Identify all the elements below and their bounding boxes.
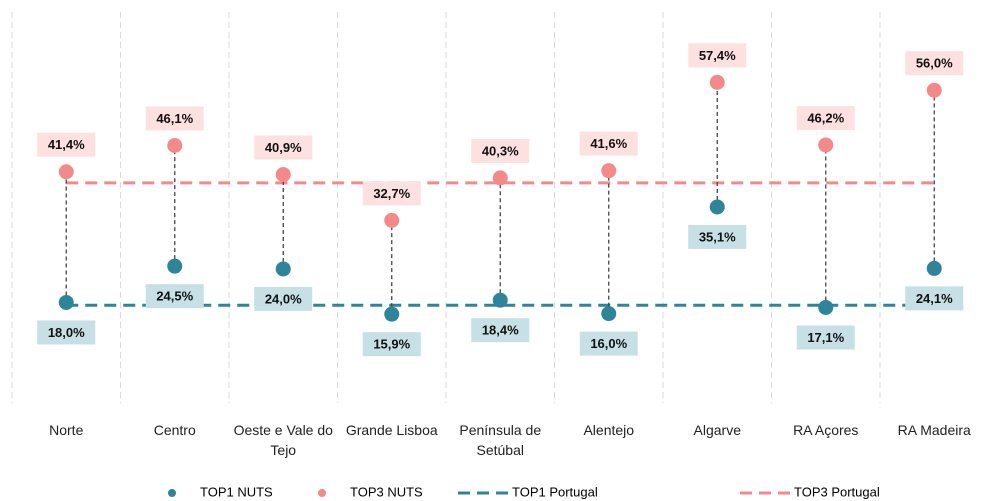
data-label: 57,4% xyxy=(699,48,736,63)
data-label-background xyxy=(37,132,96,157)
data-label-background xyxy=(579,331,638,356)
dot xyxy=(275,261,291,277)
dot xyxy=(709,74,725,90)
dot xyxy=(492,292,508,308)
x-tick-label: Centro xyxy=(153,422,196,438)
data-label-background xyxy=(579,131,638,156)
legend-label: TOP1 Portugal xyxy=(512,484,598,499)
dot xyxy=(601,163,617,179)
dot xyxy=(275,167,291,183)
data-label-background xyxy=(688,43,747,68)
dot xyxy=(709,199,725,215)
data-label-background xyxy=(37,320,96,345)
data-label-background xyxy=(905,286,964,311)
dot xyxy=(818,137,834,153)
data-label: 17,1% xyxy=(807,330,844,345)
data-label-background xyxy=(796,105,855,130)
data-label: 35,1% xyxy=(699,229,736,244)
legend-label: TOP1 NUTS xyxy=(200,484,273,499)
x-tick-label: Grande Lisboa xyxy=(345,422,438,438)
data-label-background xyxy=(362,181,421,206)
data-label: 24,5% xyxy=(156,289,193,304)
legend-label: TOP3 Portugal xyxy=(794,484,880,499)
x-tick-label: Algarve xyxy=(693,422,741,438)
data-label: 46,1% xyxy=(156,111,193,126)
data-label: 40,3% xyxy=(482,143,519,158)
data-label-background xyxy=(254,135,313,160)
data-label-background xyxy=(688,224,747,249)
x-tick-label: Oeste e Vale do Tejo xyxy=(233,422,333,458)
data-label: 18,0% xyxy=(48,325,85,340)
data-label: 24,0% xyxy=(265,291,302,306)
data-label-background xyxy=(471,138,530,163)
data-label-background xyxy=(362,332,421,357)
dot xyxy=(384,212,400,228)
data-label-background xyxy=(905,51,964,76)
x-tick-label: RA Madeira xyxy=(897,422,971,438)
legend-label: TOP3 NUTS xyxy=(350,484,423,499)
data-label: 41,6% xyxy=(590,136,627,151)
x-tick-label: Norte xyxy=(49,422,84,438)
data-label-background xyxy=(796,325,855,350)
x-tick-label: RA Açores xyxy=(793,422,859,438)
x-tick-label: Alentejo xyxy=(583,422,635,438)
data-label: 18,4% xyxy=(482,323,519,338)
dot xyxy=(58,164,74,180)
x-tick-label: Península de Setúbal xyxy=(459,422,542,458)
legend-marker xyxy=(318,489,326,497)
data-label: 46,2% xyxy=(807,110,844,125)
data-label-background xyxy=(145,106,204,131)
dot xyxy=(601,306,617,322)
data-label: 56,0% xyxy=(916,56,953,71)
data-label: 24,1% xyxy=(916,291,953,306)
dot xyxy=(167,137,183,153)
data-label: 32,7% xyxy=(373,186,410,201)
dot xyxy=(926,260,942,276)
dot xyxy=(926,82,942,98)
legend-marker xyxy=(168,489,176,497)
data-label-background xyxy=(471,318,530,343)
dot xyxy=(384,306,400,322)
data-label: 40,9% xyxy=(265,140,302,155)
data-label-background xyxy=(145,284,204,309)
dot xyxy=(492,170,508,186)
data-label: 15,9% xyxy=(373,337,410,352)
data-label-background xyxy=(254,286,313,311)
dot xyxy=(58,294,74,310)
dot xyxy=(167,258,183,274)
data-label: 41,4% xyxy=(48,137,85,152)
data-label: 16,0% xyxy=(590,336,627,351)
dot xyxy=(818,299,834,315)
